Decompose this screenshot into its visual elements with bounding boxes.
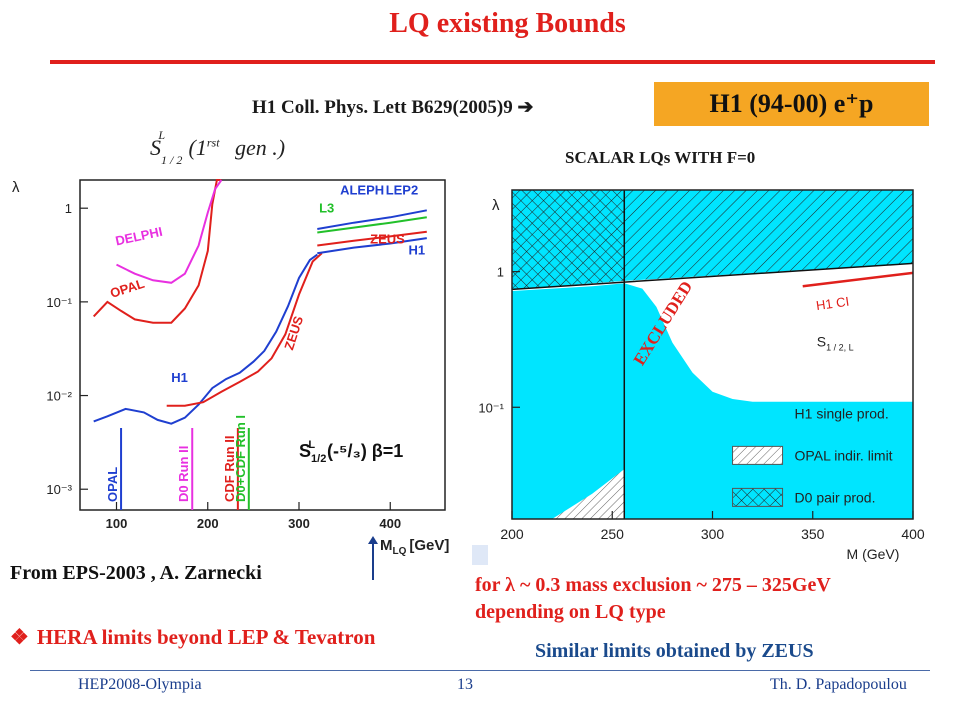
note-marker	[472, 545, 488, 565]
x-axis-label-unit: [GeV]	[409, 537, 449, 554]
bullet-line: ❖ HERA limits beyond LEP & Tevatron	[10, 625, 375, 650]
h1-ci-line	[802, 271, 914, 288]
y-axis-label: λ	[12, 179, 20, 196]
series-line-h1	[93, 253, 318, 425]
series-line-delphi	[116, 179, 223, 284]
series-line-zeus	[166, 252, 323, 407]
legend-label: OPAL indir. limit	[795, 447, 893, 463]
series-line-l3	[317, 216, 427, 234]
x-axis-label: MLQ [GeV]	[380, 537, 449, 557]
series-label-aleph: ALEPH	[340, 183, 384, 198]
y-tick-label: 10⁻¹	[46, 295, 72, 310]
plot-annotation: S1/2 L (-⁵/₃) β=1	[299, 439, 403, 465]
y-tick-label: 1	[497, 265, 504, 280]
y-axis-label: λ	[492, 197, 500, 214]
legend-label: H1 single prod.	[795, 405, 889, 421]
footer-divider	[30, 670, 930, 671]
formula-sup: L	[158, 127, 166, 142]
series-label-lep2: LEP2	[386, 183, 419, 198]
vertical-limit-label: CDF Run II	[222, 436, 237, 502]
formula-symbol: S	[150, 135, 161, 160]
h1-dataset-box: H1 (94-00) e⁺p	[654, 82, 929, 126]
lq-formula: S1 / 2 L (1rst gen .)	[150, 128, 286, 168]
x-tick-label: 300	[288, 516, 310, 531]
legend-label: D0 pair prod.	[795, 489, 876, 505]
s-label-sub: 1 / 2, L	[826, 343, 854, 353]
title-divider	[50, 60, 935, 64]
h1-ci-label: H1 CI	[815, 294, 850, 313]
arrow-up-icon	[368, 536, 378, 580]
x-tick-label: 250	[601, 526, 625, 542]
bullet-text: HERA limits beyond LEP & Tevatron	[36, 625, 376, 649]
x-tick-label: 350	[801, 526, 825, 542]
left-limit-plot: 100 200 300 400 1 10⁻¹ 10⁻² 10⁻³ λ MLQ [GeV] OPAL D0…	[12, 179, 449, 557]
diamond-bullet-icon: ❖	[10, 625, 29, 649]
x-tick-label: 400	[379, 516, 401, 531]
annotation-sup: L	[308, 439, 315, 451]
scalar-label: SCALAR LQs WITH F=0	[565, 148, 756, 167]
vertical-limit-label: D0+CDF Run I	[233, 415, 248, 502]
legend-swatch-d0-pair-prod	[732, 487, 784, 507]
exclusion-line-1: for λ ~ 0.3 mass exclusion ~ 275 – 325Ge…	[475, 574, 831, 596]
annotation-main: S	[299, 441, 311, 461]
s-label-main: S	[817, 334, 826, 350]
formula-gen: gen .)	[235, 135, 286, 160]
footer-conference: HEP2008-Olympia	[78, 676, 202, 693]
series-label-zeus-lep: ZEUS	[370, 231, 405, 246]
vertical-limit-label: OPAL	[105, 467, 120, 502]
series-label-l3: L3	[319, 200, 334, 215]
similar-limits-text: Similar limits obtained by ZEUS	[535, 640, 814, 662]
left-plot-frame	[79, 179, 446, 511]
slide-title: LQ existing Bounds	[389, 8, 626, 39]
vertical-limit-label: D0 Run II	[176, 446, 191, 502]
x-tick-label: 300	[701, 526, 725, 542]
s-label: S1 / 2, L	[817, 334, 854, 353]
reference-text: H1 Coll. Phys. Lett B629(2005)9 ➔	[252, 97, 534, 118]
series-label-h1: H1	[171, 370, 188, 385]
y-tick-label: 1	[65, 201, 72, 216]
annotation-rest: (-⁵/₃) β=1	[327, 441, 403, 461]
y-tick-label: 10⁻³	[46, 482, 72, 497]
series-line-opal	[92, 179, 222, 324]
x-tick-label: 400	[901, 526, 925, 542]
y-tick-label: 10⁻¹	[478, 400, 504, 415]
annotation-sub: 1/2	[311, 453, 326, 465]
legend-swatch-h1-single-prod	[732, 404, 783, 423]
formula-sub: 1 / 2	[161, 153, 183, 168]
d0-pair-region	[512, 190, 625, 290]
exclusion-line-2: depending on LQ type	[475, 601, 666, 623]
x-axis-label-sub: LQ	[393, 546, 407, 557]
footer-page-number: 13	[457, 676, 473, 693]
formula-rst: rst	[206, 135, 220, 150]
exclusion-text: for λ ~ 0.3 mass exclusion ~ 275 – 325Ge…	[475, 572, 831, 626]
series-line-aleph	[317, 209, 427, 230]
legend-swatch-opal-indir-limit	[732, 445, 784, 465]
top-limit-line	[511, 262, 914, 291]
x-axis-label-main: M	[380, 537, 393, 554]
y-tick-label: 10⁻²	[46, 389, 72, 404]
series-label-h1-lep: H1	[409, 243, 426, 258]
x-tick-label: 200	[500, 526, 524, 542]
x-axis-label: M (GeV)	[847, 546, 900, 562]
formula-rest: (1	[188, 135, 207, 160]
opal-indirect-region-bottom	[512, 469, 625, 519]
x-tick-label: 100	[106, 516, 128, 531]
series-line-zeus-lep-region	[317, 230, 427, 247]
from-text: From EPS-2003 , A. Zarnecki	[10, 562, 262, 584]
h1-single-excluded-area	[512, 283, 913, 519]
x-tick-label: 200	[197, 516, 219, 531]
opal-indirect-region-top	[624, 190, 913, 281]
footer-author: Th. D. Papadopoulou	[770, 676, 907, 693]
series-line-h1-lep-region	[317, 237, 427, 255]
